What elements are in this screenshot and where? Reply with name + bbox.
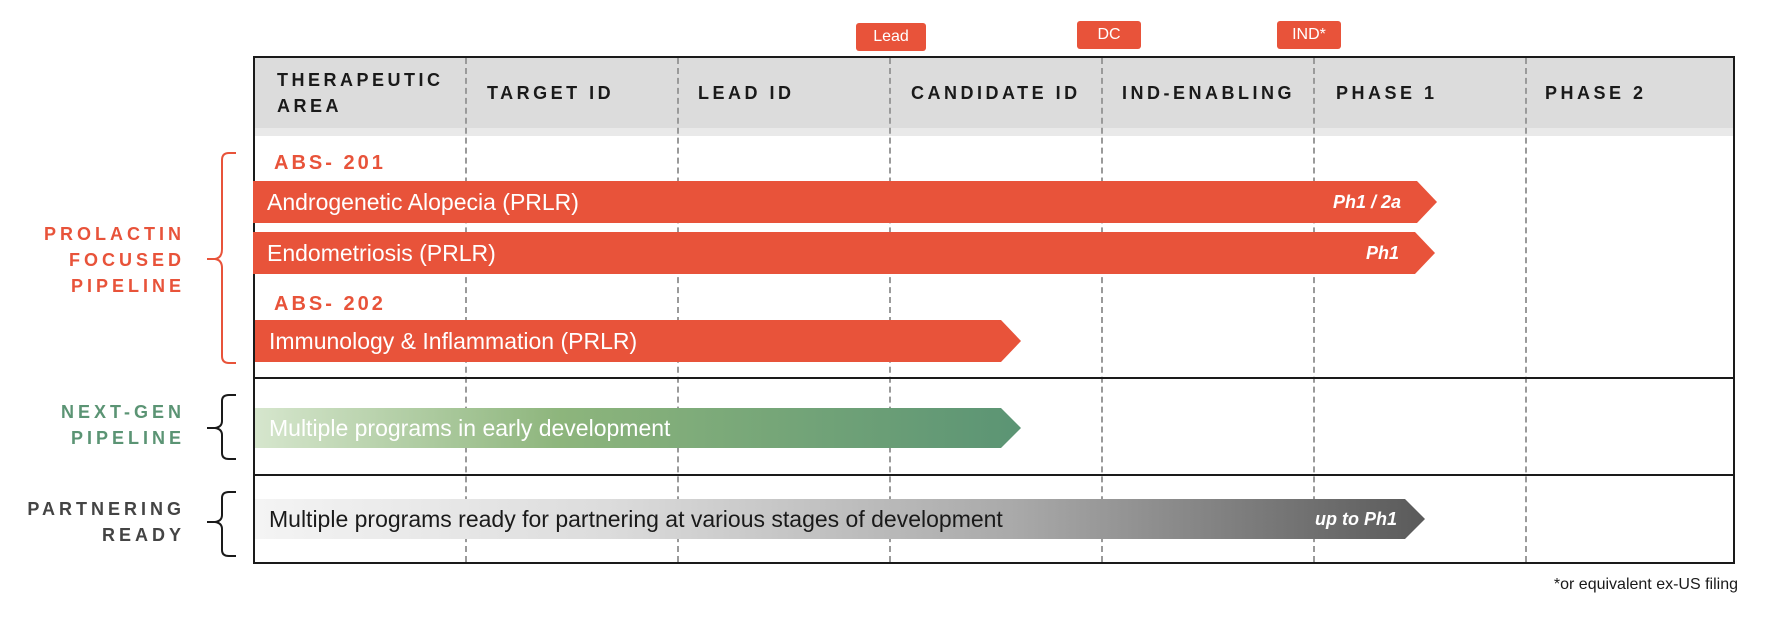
program-stage-tag: Ph1 xyxy=(1365,242,1399,263)
program-label: Multiple programs ready for partnering a… xyxy=(269,505,1003,532)
milestone-dc-badge: DC xyxy=(1077,21,1141,49)
group-label-line: PIPELINE xyxy=(70,428,185,448)
group-label-partnering-ready: PARTNERING READY xyxy=(27,496,185,548)
column-header-therapeutic-area: THERAPEUTIC AREA xyxy=(277,58,462,128)
program-bar-immunology-inflammation: Immunology & Inflammation (PRLR) xyxy=(255,320,1021,362)
program-stage-tag: Ph1 / 2a xyxy=(1332,191,1401,212)
column-divider xyxy=(889,58,891,562)
asset-label-abs-202: ABS- 202 xyxy=(274,293,386,315)
brace-prolactin-icon xyxy=(207,152,236,364)
header-therapeutic-line-2: AREA xyxy=(277,96,343,116)
pipeline-table: THERAPEUTIC AREA TARGET ID LEAD ID CANDI… xyxy=(253,56,1735,564)
group-label-line: READY xyxy=(101,525,185,545)
milestone-lead-badge: Lead xyxy=(856,23,926,51)
column-header-lead-id: LEAD ID xyxy=(698,82,795,103)
program-bar-partnering-ready: Multiple programs ready for partnering a… xyxy=(255,499,1425,539)
brace-partnering-icon xyxy=(207,491,236,557)
group-label-next-gen-pipeline: NEXT-GEN PIPELINE xyxy=(61,399,185,451)
group-label-prolactin-focused-pipeline: PROLACTIN FOCUSED PIPELINE xyxy=(44,221,185,299)
column-header-candidate-id: CANDIDATE ID xyxy=(911,82,1081,103)
column-divider xyxy=(677,58,679,562)
program-label: Endometriosis (PRLR) xyxy=(267,239,496,266)
group-label-line: NEXT-GEN xyxy=(60,402,185,422)
program-stage-tag: up to Ph1 xyxy=(1315,508,1397,529)
group-label-line: PIPELINE xyxy=(70,276,185,296)
column-header-phase-2: PHASE 2 xyxy=(1545,82,1647,103)
section-divider xyxy=(255,377,1733,379)
brace-next-gen-icon xyxy=(207,394,236,460)
program-label: Androgenetic Alopecia (PRLR) xyxy=(267,188,579,215)
column-divider xyxy=(465,58,467,562)
header-shadow-strip xyxy=(255,128,1733,136)
section-divider xyxy=(255,474,1733,476)
program-bar-endometriosis: Endometriosis (PRLR) Ph1 xyxy=(253,232,1435,274)
group-label-line: FOCUSED xyxy=(68,250,185,270)
group-label-line: PROLACTIN xyxy=(44,224,185,244)
column-header-phase-1: PHASE 1 xyxy=(1336,82,1438,103)
column-divider xyxy=(1101,58,1103,562)
column-divider xyxy=(1313,58,1315,562)
column-header-ind-enabling: IND-ENABLING xyxy=(1122,82,1295,103)
footnote: *or equivalent ex-US filing xyxy=(1553,576,1738,593)
column-header-target-id: TARGET ID xyxy=(487,82,615,103)
program-label: Immunology & Inflammation (PRLR) xyxy=(269,327,638,354)
header-therapeutic-line-1: THERAPEUTIC xyxy=(277,70,444,90)
program-bar-androgenetic-alopecia: Androgenetic Alopecia (PRLR) Ph1 / 2a xyxy=(253,181,1437,223)
column-divider xyxy=(1525,58,1527,562)
program-bar-next-gen-early-development: Multiple programs in early development xyxy=(255,408,1021,448)
program-label: Multiple programs in early development xyxy=(269,414,671,441)
milestone-ind-badge: IND* xyxy=(1277,21,1341,49)
group-label-line: PARTNERING xyxy=(27,499,185,519)
asset-label-abs-201: ABS- 201 xyxy=(274,152,386,174)
